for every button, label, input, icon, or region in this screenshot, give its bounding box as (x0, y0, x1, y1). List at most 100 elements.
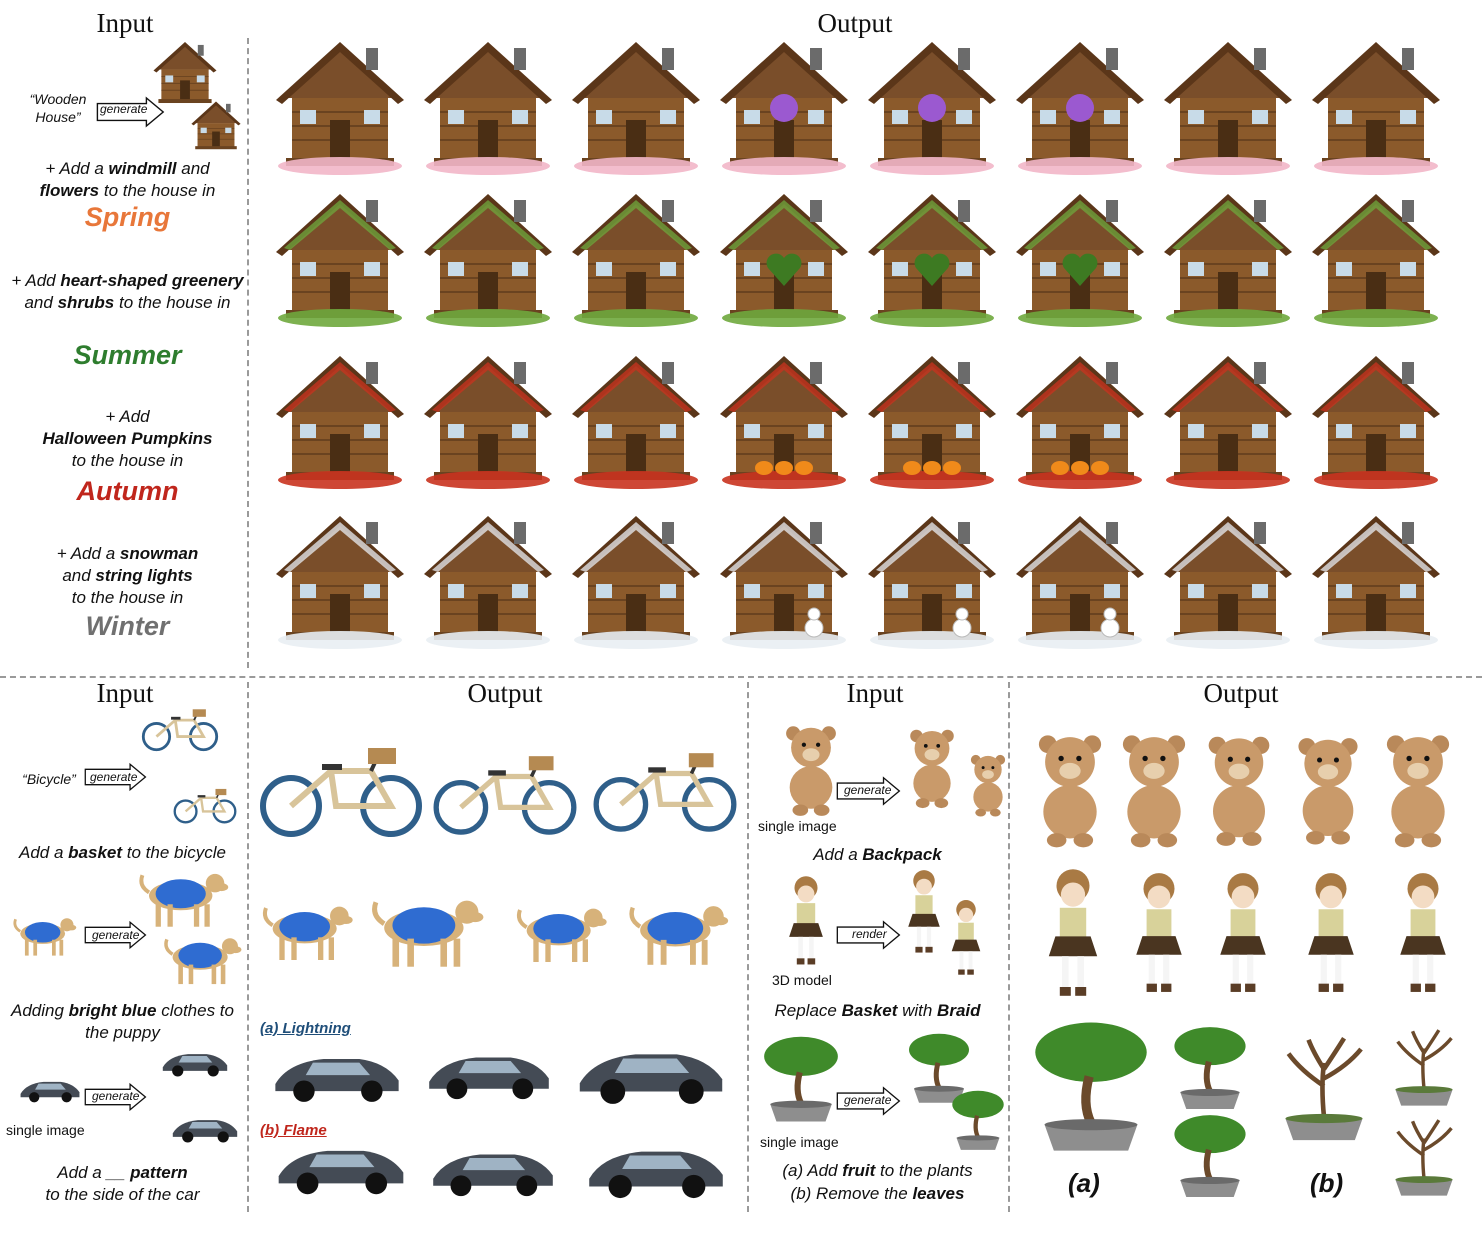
divider-horizontal (0, 676, 1482, 678)
house-summer-view-7 (1163, 193, 1293, 327)
house-summer-view-3 (571, 193, 701, 327)
output-dog-1 (262, 904, 355, 962)
output-tree-bare-1 (1270, 1020, 1378, 1156)
output-girl-5 (1400, 873, 1446, 992)
house-winter-view-4 (719, 515, 849, 649)
house-spring-view-6 (1015, 41, 1145, 175)
label-flame: (b) Flame (260, 1122, 327, 1139)
bl-input-header: Input (96, 678, 154, 708)
caption-car: Add a __ pattern to the side of the car (45, 1163, 200, 1204)
prompt-bicycle: “Bicycle” (22, 771, 76, 787)
house-winter-view-3 (571, 515, 701, 649)
output-car-flame-1 (278, 1150, 404, 1195)
input-bike-1 (141, 707, 219, 752)
output-tree-fruit-2 (1168, 1026, 1252, 1112)
house-spring-view-1 (275, 41, 405, 175)
divider-bottom-1 (247, 682, 249, 1212)
divider-bottom-3 (1008, 682, 1010, 1212)
caption-backpack: Add a Backpack (813, 845, 942, 864)
top-input-header: Input (96, 8, 154, 38)
label-b: (b) (1310, 1168, 1344, 1198)
house-winter-view-8 (1311, 515, 1441, 649)
house-spring-view-4 (719, 41, 849, 175)
house-winter-view-6 (1015, 515, 1145, 649)
br-input-header: Input (846, 678, 904, 708)
bl-output-header: Output (467, 678, 543, 708)
house-spring-view-7 (1163, 41, 1293, 175)
generate-label-dog: generate (92, 928, 140, 942)
input-tree (758, 1032, 844, 1128)
output-car-flame-3 (589, 1151, 723, 1199)
output-car-flame-2 (433, 1154, 553, 1197)
house-winter-view-5 (867, 515, 997, 649)
divider-top-vertical (247, 38, 249, 668)
output-bear-4 (1298, 738, 1358, 845)
output-bear-1 (1038, 735, 1102, 848)
input-dog-2 (139, 871, 231, 929)
output-dog-4 (624, 892, 734, 976)
output-car-lightning-1 (275, 1059, 399, 1102)
season-summer: Summer (73, 340, 182, 370)
output-bear-2 (1122, 735, 1186, 848)
input-car-3 (172, 1120, 238, 1143)
top-output-header: Output (817, 8, 893, 38)
br-output-header: Output (1203, 678, 1279, 708)
input-bear (786, 726, 836, 816)
output-bike-1 (256, 744, 426, 840)
output-tree-fruit-1 (1026, 1020, 1156, 1156)
house-summer-view-4 (719, 193, 849, 327)
input-girl-3 (951, 899, 981, 975)
house-summer-view-5 (867, 193, 997, 327)
model-label: 3D model (772, 972, 832, 988)
caption-braid: Replace Basket with Braid (774, 1001, 981, 1020)
prompt-wooden-house: “Wooden House” (29, 91, 87, 125)
caption-tree-b: (b) Remove the leaves (790, 1184, 965, 1203)
season-autumn: Autumn (76, 476, 179, 506)
output-tree-bare-3 (1393, 1118, 1455, 1198)
input-house-2 (190, 101, 242, 150)
caption-spring: + Add a windmill and flowers to the hous… (39, 159, 216, 200)
car-single-image: single image (6, 1122, 85, 1138)
caption-tree-a: (a) Add fruit to the plants (782, 1161, 973, 1180)
input-dog-3 (164, 936, 244, 986)
input-tree-3 (948, 1088, 1008, 1154)
input-bear-2 (910, 729, 954, 809)
output-tree-bare-2 (1393, 1028, 1455, 1108)
season-winter: Winter (85, 611, 170, 641)
house-summer-view-2 (423, 193, 553, 327)
house-autumn-view-3 (571, 355, 701, 489)
house-autumn-view-5 (867, 355, 997, 489)
output-girl-2 (1136, 873, 1182, 992)
house-summer-view-8 (1311, 193, 1441, 327)
house-autumn-view-2 (423, 355, 553, 489)
label-a: (a) (1068, 1168, 1100, 1198)
input-girl-2 (908, 870, 940, 953)
input-car-2 (162, 1054, 228, 1077)
house-winter-view-7 (1163, 515, 1293, 649)
input-girl (789, 876, 823, 965)
caption-puppy: Adding bright blue clothes to the puppy (11, 1001, 234, 1042)
render-label: render (852, 927, 887, 941)
output-girl-3 (1220, 873, 1266, 992)
house-summer-view-1 (275, 193, 405, 327)
input-car (20, 1081, 80, 1103)
bear-single-image: single image (758, 818, 837, 834)
house-spring-view-3 (571, 41, 701, 175)
generate-label: generate (100, 102, 148, 116)
generate-label-bear: generate (844, 783, 892, 797)
generate-label-bike: generate (90, 770, 138, 784)
caption-winter: + Add a snowman and string lights to the… (56, 544, 199, 607)
house-spring-view-8 (1311, 41, 1441, 175)
caption-bicycle: Add a basket to the bicycle (19, 843, 226, 862)
tree-single-image: single image (760, 1134, 839, 1150)
house-spring-view-5 (867, 41, 997, 175)
divider-bottom-2 (747, 682, 749, 1212)
output-tree-fruit-3 (1168, 1114, 1252, 1200)
house-autumn-view-4 (719, 355, 849, 489)
house-summer-view-6 (1015, 193, 1145, 327)
output-bike-3 (590, 744, 740, 840)
output-bike-2 (430, 740, 580, 850)
output-dog-2 (366, 888, 490, 976)
input-bear-3 (970, 754, 1006, 817)
input-house-1 (153, 41, 217, 104)
